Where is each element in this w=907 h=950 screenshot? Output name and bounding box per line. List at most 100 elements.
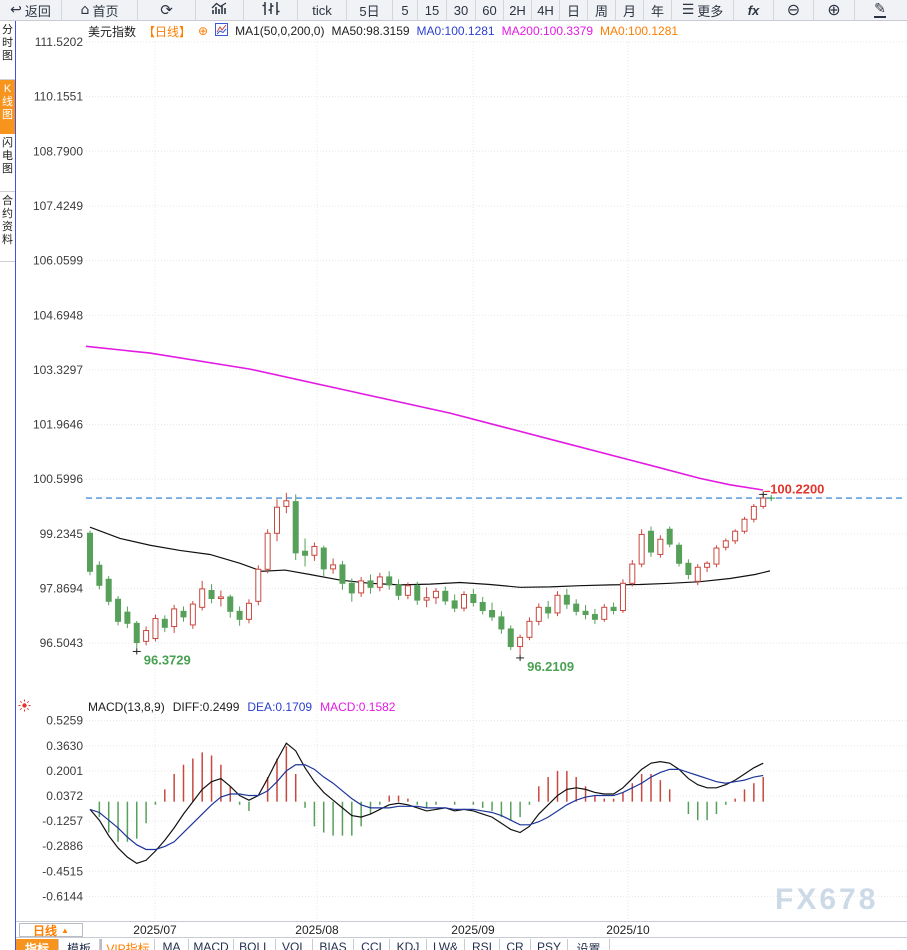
candle-body	[648, 530, 654, 553]
indicator-settings-icon[interactable]	[18, 699, 31, 717]
period-day-button[interactable]: 日	[560, 0, 588, 20]
sidebar-tab-time-chart[interactable]: 分时图	[0, 21, 15, 80]
macd-axis-tick: 0.3630	[46, 739, 83, 753]
candle-body	[432, 590, 439, 599]
ma50-line	[89, 526, 771, 588]
period-4h-label: 4H	[537, 2, 554, 18]
period-selector[interactable]: 日线 ▲	[19, 923, 83, 938]
price-axis-tick: 103.3297	[33, 363, 83, 377]
ma-settings-icon[interactable]	[215, 23, 229, 39]
draw-tool-button[interactable]: ✎	[855, 0, 905, 20]
tab-macd[interactable]: MACD	[189, 939, 234, 950]
macd-header: MACD(13,8,9) DIFF:0.2499 DEA:0.1709 MACD…	[88, 699, 395, 714]
candle-body	[180, 610, 187, 618]
candle-body	[722, 540, 729, 548]
candle-chart-type-button[interactable]	[244, 0, 298, 20]
price-axis-tick: 101.9646	[33, 418, 83, 432]
candle-body	[750, 505, 757, 520]
candle-body	[517, 636, 524, 648]
indicator-tabs-row: 指标 模板 VIP指标 MA MACD BOLL VOL BIAS CCI KD…	[16, 939, 907, 950]
candle-body	[554, 594, 561, 614]
x-axis-label: 2025/08	[295, 923, 339, 937]
tab-settings[interactable]: 设置	[568, 939, 610, 950]
expand-icon[interactable]: ⊕	[198, 24, 209, 38]
sidebar-tab-flash-chart[interactable]: 闪电图	[0, 134, 15, 192]
chevron-up-icon: ▲	[61, 925, 69, 935]
tab-rsi[interactable]: RSI	[465, 939, 500, 950]
sidebar-tab-kline-chart[interactable]: K线图	[0, 80, 15, 134]
candle-body	[489, 610, 496, 618]
ma200-value: MA200:100.3379	[501, 24, 594, 38]
candle-body	[563, 594, 570, 605]
candle-body	[629, 563, 636, 584]
candle-body	[189, 603, 196, 626]
candle-body	[535, 606, 542, 622]
tab-indicator[interactable]: 指标	[16, 939, 59, 950]
candle-body	[479, 602, 486, 612]
candle-body	[619, 582, 626, 612]
candle-body	[732, 530, 739, 542]
back-button[interactable]: ↩ 返回	[0, 0, 62, 20]
x-axis-label: 2025/10	[606, 923, 650, 937]
period-5d-button[interactable]: 5日	[347, 0, 393, 20]
refresh-button[interactable]: ⟳	[138, 0, 196, 20]
macd-dea-line	[89, 764, 764, 851]
ma50-value: MA50:98.3159	[331, 24, 410, 38]
low-price-label: 96.3729	[144, 652, 191, 667]
period-week-button[interactable]: 周	[588, 0, 616, 20]
period-15min-button[interactable]: 15	[418, 0, 447, 20]
candle-body	[171, 608, 178, 628]
sidebar-tab-contract-info[interactable]: 合约资料	[0, 192, 15, 262]
more-menu-button[interactable]: ☰ 更多	[672, 0, 734, 20]
zoom-out-button[interactable]: ⊖	[774, 0, 814, 20]
period-30min-button[interactable]: 30	[447, 0, 476, 20]
period-week-label: 周	[594, 3, 608, 19]
candle-body	[704, 562, 711, 568]
candle-body	[339, 564, 346, 584]
tab-kdj[interactable]: KDJ	[390, 939, 427, 950]
zoom-in-icon: ⊕	[827, 0, 841, 19]
period-4h-button[interactable]: 4H	[532, 0, 560, 20]
macd-axis-tick: 0.5259	[46, 714, 83, 728]
candle-body	[199, 588, 206, 608]
candle-body	[386, 576, 393, 586]
price-axis-tick: 107.4249	[33, 199, 83, 213]
more-label: 更多	[697, 3, 724, 19]
period-month-button[interactable]: 月	[616, 0, 644, 20]
tab-bias[interactable]: BIAS	[313, 939, 354, 950]
candle-body	[507, 628, 514, 648]
candle-body	[638, 533, 645, 565]
tab-lwr[interactable]: LW&	[427, 939, 465, 950]
period-year-button[interactable]: 年	[644, 0, 672, 20]
period-60min-button[interactable]: 60	[476, 0, 504, 20]
ma0-value-2: MA0:100.1281	[600, 24, 679, 38]
high-price-label: 100.2200	[770, 481, 824, 496]
macd-diff-value: DIFF:0.2499	[172, 699, 240, 714]
tab-ma[interactable]: MA	[155, 939, 189, 950]
tab-cci[interactable]: CCI	[354, 939, 390, 950]
tab-vip-indicator[interactable]: VIP指标	[100, 939, 155, 950]
candle-body	[666, 528, 673, 545]
period-5d-label: 5日	[359, 3, 380, 19]
candle-body	[414, 585, 421, 601]
candle-body	[264, 532, 271, 570]
candle-body	[367, 580, 374, 588]
home-button[interactable]: ⌂ 首页	[62, 0, 138, 20]
candle-body	[311, 545, 318, 556]
tab-boll[interactable]: BOLL	[234, 939, 276, 950]
period-2h-button[interactable]: 2H	[504, 0, 532, 20]
indicator-fx-button[interactable]: fx	[734, 0, 774, 20]
candle-body	[676, 544, 683, 564]
zoom-in-button[interactable]: ⊕	[814, 0, 855, 20]
line-chart-type-button[interactable]	[196, 0, 244, 20]
period-tick-button[interactable]: tick	[298, 0, 347, 20]
tab-vol[interactable]: VOL	[276, 939, 313, 950]
tab-template[interactable]: 模板	[59, 939, 100, 950]
tab-psy[interactable]: PSY	[531, 939, 568, 950]
period-5min-button[interactable]: 5	[393, 0, 418, 20]
tab-cr[interactable]: CR	[500, 939, 531, 950]
period-tag: 【日线】	[143, 24, 192, 39]
period-year-label: 年	[650, 3, 664, 19]
macd-axis-tick: -0.4515	[42, 864, 83, 878]
